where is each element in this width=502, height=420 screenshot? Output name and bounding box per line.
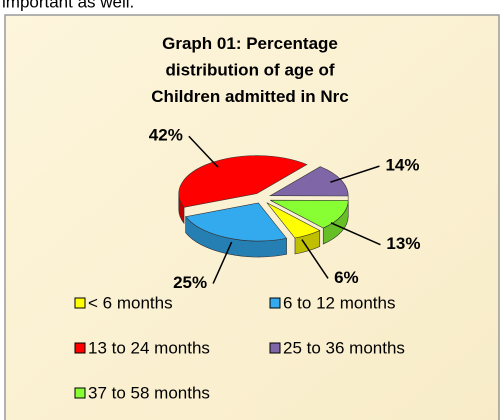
- legend-label: < 6 months: [88, 293, 173, 312]
- leader-line: [301, 239, 329, 279]
- legend-swatch: [269, 342, 281, 354]
- slice: [185, 202, 288, 258]
- slice: [178, 155, 308, 225]
- slice-top: [178, 155, 308, 208]
- legend-swatch: [74, 342, 86, 354]
- slice: [270, 199, 349, 245]
- legend-swatch: [269, 297, 281, 309]
- legend-swatch: [74, 297, 86, 309]
- slice-top: [185, 202, 288, 242]
- leader-line: [188, 135, 219, 168]
- legend-label: 6 to 12 months: [283, 293, 395, 312]
- leader-line: [330, 165, 380, 183]
- slice: [266, 202, 321, 255]
- data-label: 42%: [149, 126, 183, 145]
- chart-title: Graph 01: Percentage distribution of age …: [151, 34, 348, 106]
- data-label: 14%: [385, 156, 419, 175]
- data-label: 25%: [173, 273, 207, 292]
- legend-label: 13 to 24 months: [88, 338, 210, 357]
- leader-line: [212, 241, 233, 284]
- slice-side-shade: [294, 230, 320, 255]
- leader-line: [330, 222, 381, 246]
- data-label: 6%: [334, 268, 359, 287]
- caption: important as well.: [2, 0, 134, 11]
- slice-side-shade: [185, 216, 287, 257]
- legend-label: 25 to 36 months: [283, 338, 405, 357]
- slice-top: [269, 166, 349, 197]
- slice-top: [266, 202, 321, 239]
- slice-top: [270, 199, 349, 229]
- data-label: 13%: [386, 234, 420, 253]
- slice-side-shade: [323, 200, 349, 245]
- legend-label: 37 to 58 months: [88, 383, 210, 402]
- legend-swatch: [74, 387, 86, 399]
